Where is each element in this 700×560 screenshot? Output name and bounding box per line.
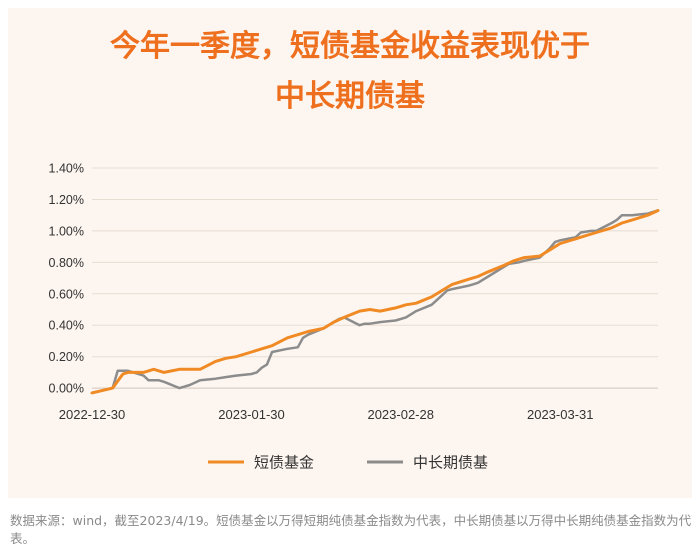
x-tick-label: 2023-03-31: [527, 407, 594, 422]
x-tick-label: 2023-02-28: [367, 407, 434, 422]
y-tick-label: 0.40%: [49, 319, 84, 333]
chart-title-line-1: 今年一季度，短债基金收益表现优于: [110, 29, 590, 64]
y-tick-label: 0.20%: [49, 350, 84, 364]
y-tick-label: 0.80%: [49, 256, 84, 270]
x-axis-ticks: 2022-12-30 2023-01-30 2023-02-28 2023-03-31: [59, 407, 594, 422]
y-tick-label: 0.00%: [49, 382, 84, 396]
legend-label: 中长期债基: [413, 454, 488, 472]
legend-label: 短债基金: [254, 454, 314, 472]
chart-title-line-2: 中长期债基: [275, 79, 425, 114]
line-chart: 0.00% 0.20% 0.40% 0.60% 0.80% 1.00% 1.20% 1.40%…: [49, 162, 660, 472]
y-tick-label: 0.60%: [49, 287, 84, 301]
x-tick-label: 2023-01-30: [218, 407, 285, 422]
y-tick-label: 1.00%: [49, 224, 84, 238]
chart-title: 今年一季度，短债基金收益表现优于 中长期债基: [0, 22, 700, 122]
series-line-long-bond: [90, 209, 660, 395]
series-line-short-bond: [90, 209, 660, 395]
y-axis-ticks: 0.00% 0.20% 0.40% 0.60% 0.80% 1.00% 1.20% 1.40%: [49, 162, 84, 396]
series-lines: [90, 209, 660, 395]
y-tick-label: 1.40%: [49, 162, 84, 176]
chart-card: [8, 8, 692, 498]
y-tick-label: 1.20%: [49, 193, 84, 207]
gridlines: [92, 167, 658, 358]
source-footnote: 数据来源：wind，截至2023/4/19。短债基金以万得短期纯债基金指数为代表…: [10, 513, 692, 546]
legend: 短债基金 中长期债基: [208, 454, 488, 472]
x-tick-label: 2022-12-30: [59, 407, 126, 422]
